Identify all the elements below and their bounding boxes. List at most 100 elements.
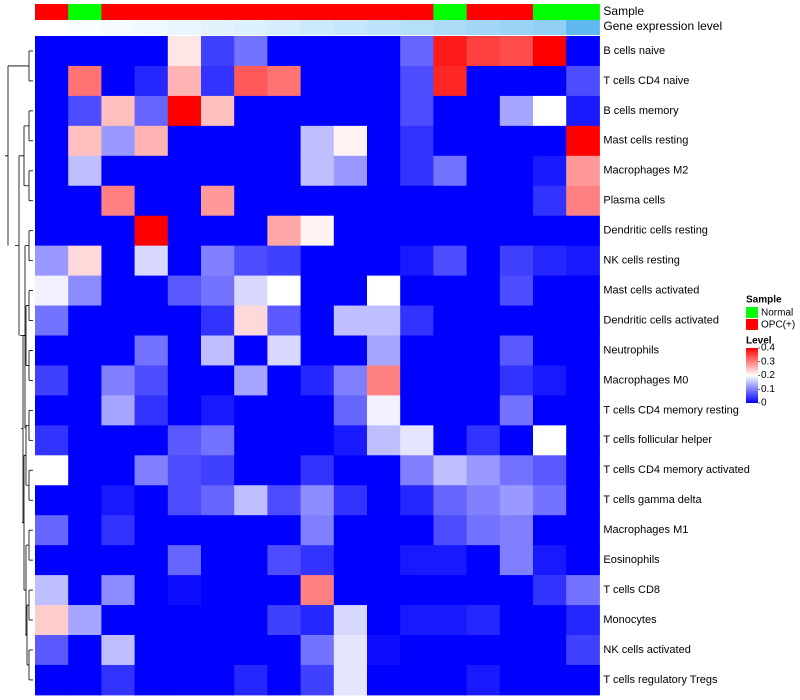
expression-annotation-cell [499, 20, 534, 35]
heatmap-cell [134, 365, 169, 396]
heatmap-cell [499, 335, 534, 366]
heatmap-cell [499, 485, 534, 516]
heatmap-cell [35, 605, 69, 636]
heatmap-cell [267, 215, 302, 247]
heatmap-cell [300, 245, 335, 277]
heatmap-cell [367, 95, 401, 127]
heatmap-cell [101, 95, 136, 127]
row-label: T cells CD4 naive [603, 75, 689, 87]
heatmap-cell [499, 545, 534, 576]
heatmap-cell [533, 65, 567, 97]
heatmap-cell [101, 155, 136, 187]
heatmap-cell [499, 245, 534, 277]
heatmap-cell [400, 275, 434, 307]
heatmap-cell [134, 95, 169, 127]
heatmap-cell [533, 515, 567, 546]
row-label: Mast cells activated [603, 284, 699, 296]
heatmap-cell [68, 635, 102, 666]
heatmap-cell [234, 575, 268, 606]
expression-annotation-cell [101, 20, 136, 35]
heatmap-cell [433, 425, 468, 456]
heatmap-cell [167, 245, 202, 277]
heatmap-cell [201, 95, 235, 127]
heatmap-cell [68, 185, 102, 217]
heatmap-cell [134, 36, 169, 67]
heatmap-cell [234, 455, 268, 486]
heatmap-cell [68, 95, 102, 127]
heatmap-cell [134, 185, 169, 217]
sample-annotation-cell [333, 4, 368, 20]
heatmap-cell [134, 215, 169, 247]
sample-annotation-cell [201, 4, 235, 20]
heatmap-cell [466, 395, 501, 426]
heatmap-cell [400, 515, 434, 546]
heatmap-cell [167, 455, 202, 486]
heatmap-cell [367, 245, 401, 277]
heatmap-cell [234, 335, 268, 366]
heatmap-cell [367, 455, 401, 486]
heatmap-cell [333, 125, 368, 157]
heatmap-cell [400, 95, 434, 127]
heatmap-cell [267, 155, 302, 187]
heatmap-cell [466, 545, 501, 576]
row-label: T cells follicular helper [603, 434, 712, 446]
heatmap-cell [499, 185, 534, 217]
heatmap-cell [433, 635, 468, 666]
heatmap-cell [68, 425, 102, 456]
heatmap-cell [400, 605, 434, 636]
heatmap-cell [267, 36, 302, 67]
heatmap-cell [333, 635, 368, 666]
heatmap-cell [300, 215, 335, 247]
sample-annotation-cell [68, 4, 102, 20]
heatmap-cell [201, 275, 235, 307]
sample-annotation-cell [234, 4, 268, 20]
heatmap-cell [300, 425, 335, 456]
heatmap-cell [35, 125, 69, 157]
heatmap-cell [433, 305, 468, 336]
heatmap-cell [333, 305, 368, 336]
heatmap-cell [400, 125, 434, 157]
heatmap-cell [533, 155, 567, 187]
legend-level-tick-label: 0.4 [761, 343, 775, 354]
row-label: Dendritic cells resting [603, 225, 708, 237]
heatmap-cell [499, 95, 534, 127]
row-dendrogram [5, 50, 33, 681]
heatmap-cell [234, 515, 268, 546]
heatmap-cell [35, 305, 69, 336]
row-label: Macrophages M2 [603, 165, 688, 177]
heatmap-cell [566, 65, 600, 97]
heatmap-cell [499, 575, 534, 606]
heatmap-cell [234, 485, 268, 516]
dendrogram-branch [26, 470, 30, 501]
heatmap-cell [333, 275, 368, 307]
heatmap-cell [35, 185, 69, 217]
heatmap-cell [267, 605, 302, 636]
heatmap-cell [300, 515, 335, 546]
heatmap-cell [134, 125, 169, 157]
heatmap-cell [167, 125, 202, 157]
expression-annotation-label: Gene expression level [603, 19, 722, 33]
row-label: Neutrophils [603, 344, 659, 356]
heatmap-cell [400, 245, 434, 277]
sample-annotation-cell [400, 4, 434, 20]
dendrogram-branch [25, 230, 30, 261]
heatmap-cell [167, 575, 202, 606]
heatmap-cell [201, 664, 235, 696]
legend-level-title: Level [746, 336, 772, 347]
heatmap-cell [400, 485, 434, 516]
heatmap-cell [433, 335, 468, 366]
heatmap-cell [466, 455, 501, 486]
heatmap-cell [167, 275, 202, 307]
heatmap-cell [167, 65, 202, 97]
heatmap-cell [400, 335, 434, 366]
dendrogram-branch [24, 110, 30, 141]
heatmap-cell [533, 305, 567, 336]
heatmap-cell [499, 305, 534, 336]
expression-annotation-cell [367, 20, 401, 35]
heatmap-cell [300, 455, 335, 486]
heatmap-cell [466, 245, 501, 277]
heatmap-cell [267, 95, 302, 127]
heatmap-cell [68, 395, 102, 426]
heatmap-cell [533, 455, 567, 486]
